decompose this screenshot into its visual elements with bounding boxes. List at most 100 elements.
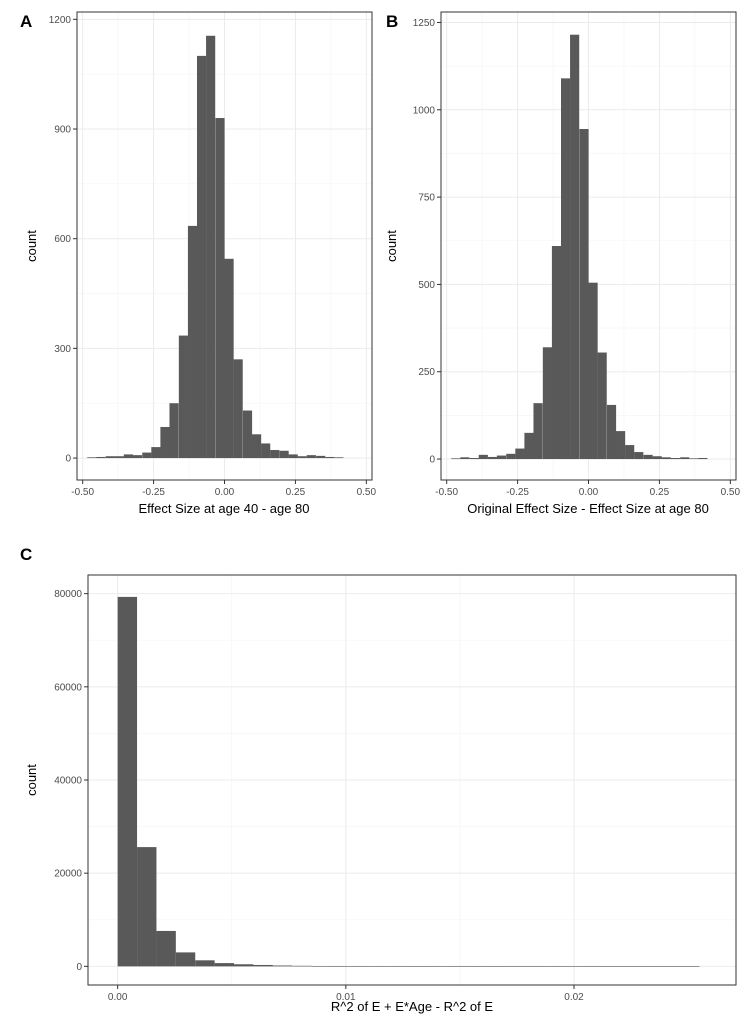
panel-a-xlabel: Effect Size at age 40 - age 80 <box>138 501 309 516</box>
panel-b-bar <box>689 458 699 460</box>
panel-b-border <box>440 11 737 481</box>
panel-a-x-axis: -0.50 -0.25 0.00 0.25 0.50 <box>71 480 376 498</box>
panel-c-bar <box>253 964 273 967</box>
panel-b-y-tick-label: 250 <box>418 367 435 378</box>
panel-b-bar <box>588 282 598 460</box>
panel-c-bar <box>660 966 681 967</box>
panel-a-bar <box>151 447 161 459</box>
panel-c-bar <box>272 965 293 967</box>
panel-c-bar <box>234 964 254 967</box>
panel-a-y-tick-label: 900 <box>54 125 71 136</box>
panel-a-bar <box>160 426 170 459</box>
panel-c-y-tick-label: 80000 <box>54 589 82 600</box>
panel-c-bar <box>466 966 487 967</box>
panel-a-bar <box>316 455 326 459</box>
panel-b-bar <box>570 34 580 460</box>
panel-a-y-tick-label: 1200 <box>49 15 72 26</box>
panel-c-bar <box>524 966 545 967</box>
panel-a-y-tick-label: 600 <box>54 234 71 245</box>
panel-a-border <box>76 11 373 481</box>
panel-c-bar <box>311 965 331 967</box>
panel-b-y-tick-label: 1000 <box>413 105 436 116</box>
panel-b-bar <box>524 432 534 460</box>
panel-c-bar <box>175 952 196 967</box>
panel-b-bar <box>515 448 525 460</box>
panel-a-y-tick-label: 300 <box>54 344 71 355</box>
panel-a-bar <box>270 450 280 459</box>
panel-b-y-tick-label: 0 <box>429 455 435 466</box>
panel-b-letter: B <box>386 12 398 31</box>
panel-a-x-tick-label: -0.25 <box>142 487 165 498</box>
panel-c-bar <box>563 966 584 967</box>
panel-b-x-tick-label: 0.00 <box>579 487 599 498</box>
panel-a-bar <box>206 35 216 459</box>
panel-b: B -0.50 -0.25 0.00 0.25 0.50 0 250 500 750 1000 1… <box>384 11 741 516</box>
panel-c-border <box>87 574 737 986</box>
panel-c-y-tick-label: 20000 <box>54 869 82 880</box>
panel-b-bar <box>478 454 488 460</box>
panel-c-bar <box>544 966 564 967</box>
panel-c-bar <box>680 966 700 967</box>
panel-c-bar <box>621 966 642 967</box>
panel-c-bar <box>602 966 622 967</box>
panel-b-bar <box>451 458 461 460</box>
panel-b-x-tick-label: -0.50 <box>435 487 458 498</box>
panel-c-ylabel: count <box>24 764 39 796</box>
panel-a-bar <box>196 55 207 459</box>
panel-a-bar <box>96 456 106 459</box>
panel-a-bar <box>87 457 97 459</box>
panel-c-bar <box>408 966 428 967</box>
panel-b-bar <box>616 431 626 460</box>
panel-a-bar <box>224 258 234 459</box>
panel-a: A -0.50 -0.25 0.00 0.25 0.50 03006009001200 … <box>20 11 376 516</box>
panel-a-letter: A <box>20 12 32 31</box>
panel-b-bar <box>643 454 653 460</box>
panel-c-x-tick-label: 0.02 <box>564 992 584 1003</box>
panel-a-bar <box>105 456 115 459</box>
panel-a-x-tick-label: -0.50 <box>71 487 94 498</box>
panel-b-bar <box>597 352 607 460</box>
panel-a-y-tick-label: 0 <box>65 454 71 465</box>
panel-b-bar <box>625 445 635 460</box>
panel-c-bar <box>505 966 525 967</box>
panel-c-bar <box>447 966 467 967</box>
panel-b-bar <box>680 457 690 460</box>
panel-b-x-tick-label: 0.50 <box>721 487 741 498</box>
panel-b-ylabel: count <box>384 230 399 262</box>
panel-c-bar <box>156 930 176 967</box>
panel-b-bars <box>451 34 708 460</box>
panel-c-bar <box>369 966 390 967</box>
panel-b-bar <box>634 452 644 460</box>
panel-b-bar <box>487 456 497 460</box>
panel-c-bar <box>389 966 409 967</box>
panel-c-bar <box>117 596 138 967</box>
panel-b-xlabel: Original Effect Size - Effect Size at ag… <box>467 501 709 516</box>
panel-a-bar <box>242 410 253 459</box>
panel-c-bar <box>350 966 370 967</box>
panel-b-y-tick-label: 750 <box>418 193 435 204</box>
panel-a-bar <box>169 403 179 459</box>
panel-a-bar <box>215 118 225 459</box>
panel-a-bar <box>114 456 124 459</box>
panel-a-bar <box>334 457 344 459</box>
panel-a-bar <box>132 455 143 459</box>
panel-c-x-axis: 0.00 0.01 0.02 <box>108 985 584 1003</box>
panel-a-y-axis: 0 300 600 900 1200 <box>49 15 77 465</box>
panel-b-y-axis: 0 250 500 750 1000 1250 <box>413 18 441 466</box>
panel-a-bar <box>297 456 307 459</box>
panel-a-x-tick-label: 0.50 <box>357 487 377 498</box>
panel-c-bar <box>137 847 157 967</box>
panel-c-x-tick-label: 0.00 <box>108 992 128 1003</box>
panel-b-bar <box>652 456 662 460</box>
panel-b-bar <box>506 453 516 460</box>
panel-b-x-tick-label: -0.25 <box>506 487 529 498</box>
panel-c-bars <box>117 596 700 967</box>
panel-b-bar <box>460 457 470 460</box>
panel-b-bar <box>533 403 543 460</box>
panel-c-bar <box>486 966 506 967</box>
panel-a-bar <box>233 359 243 459</box>
panel-c-letter: C <box>20 545 32 564</box>
panel-c-y-axis: 0 20000 40000 60000 80000 <box>54 589 88 973</box>
panel-a-bar <box>252 434 262 459</box>
